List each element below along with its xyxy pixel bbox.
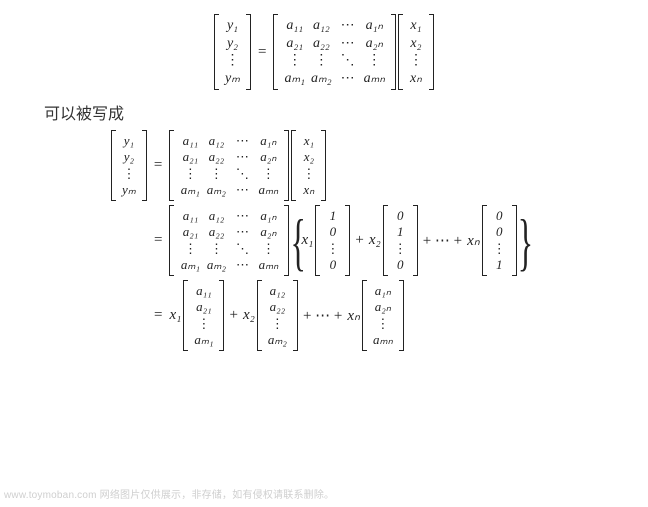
cdots (335, 35, 361, 53)
x-entry: xₙ (406, 70, 426, 88)
scalar-xn: xₙ (467, 231, 480, 250)
y-vector: y₁ y₂ yₘ (214, 14, 251, 90)
e1-vector: 1 0 0 (315, 205, 350, 276)
scalar-x2: x₂ (243, 307, 255, 324)
a-cell: a₁₂ (308, 17, 335, 35)
eq: y₁ y₂ yₘ = a₁₁ a₁₂ a₁ₙ a₂₁ a₂₂ (110, 130, 327, 201)
en-vector: 0 0 1 (482, 205, 517, 276)
a-cell: aₘₙ (361, 70, 388, 88)
x-entry: x₁ (406, 17, 426, 35)
equation-line-3: = a₁₁ a₁₂ a₁ₙ a₂₁ a₂₂ a₂ₙ aₘ₁ (0, 205, 648, 276)
eq: = x₁ a₁₁ a₂₁ aₘ₁ + x₂ a₁₂ a₂₂ (148, 280, 405, 351)
a-cell: a₁₁ (281, 17, 308, 35)
cdots (335, 70, 361, 88)
caption-text: 可以被写成 (44, 100, 648, 124)
a-cell: a₁ₙ (361, 17, 388, 35)
equals: = (154, 307, 162, 324)
a-matrix: a₁₁ a₁₂ a₁ₙ a₂₁ a₂₂ a₂ₙ aₘ₁ aₘ₂ aₘₙ (169, 130, 289, 201)
y-entry: y₂ (222, 35, 243, 53)
a-matrix: a₁₁ a₁₂ a₁ₙ a₂₁ a₂₂ a₂ₙ aₘ₁ aₘ₂ aₘₙ (273, 14, 396, 90)
x-entry: x₂ (406, 35, 426, 53)
ddots (335, 52, 361, 70)
a-matrix: a₁₁ a₁₂ a₁ₙ a₂₁ a₂₂ a₂ₙ aₘ₁ aₘ₂ aₘₙ (169, 205, 289, 276)
scalar-xn: xₙ (347, 306, 360, 325)
scalar-x2: x₂ (369, 232, 381, 249)
a-coln: a₁ₙ a₂ₙ aₘₙ (362, 280, 404, 351)
y-entry: y₁ (222, 17, 243, 35)
watermark-text: www.toymoban.com 网络图片仅供展示，非存储，如有侵权请联系删除。 (4, 486, 334, 501)
vdots (222, 52, 243, 70)
eq: = a₁₁ a₁₂ a₁ₙ a₂₁ a₂₂ a₂ₙ aₘ₁ (148, 205, 528, 276)
vdots (406, 52, 426, 70)
brace-right (518, 225, 528, 257)
eq: y₁ y₂ yₘ = a₁₁ a₁₂ a₁ₙ a₂₁ a₂₂ (213, 14, 435, 90)
equals: = (154, 157, 162, 174)
e2-vector: 0 1 0 (383, 205, 418, 276)
vdots (361, 52, 388, 70)
a-col1: a₁₁ a₂₁ aₘ₁ (183, 280, 224, 351)
equals: = (258, 44, 266, 61)
y-entry: yₘ (222, 70, 243, 88)
scalar-x1: x₁ (169, 307, 181, 324)
y-vector: y₁ y₂ yₘ (111, 130, 147, 201)
vdots (281, 52, 308, 70)
a-cell: aₘ₁ (281, 70, 308, 88)
plus: + (355, 232, 363, 249)
equation-line-2: y₁ y₂ yₘ = a₁₁ a₁₂ a₁ₙ a₂₁ a₂₂ (0, 130, 648, 201)
equals: = (154, 232, 162, 249)
x-vector: x₁ x₂ xₙ (398, 14, 434, 90)
vdots (308, 52, 335, 70)
a-cell: a₂₁ (281, 35, 308, 53)
a-cell: a₂ₙ (361, 35, 388, 53)
page: y₁ y₂ yₘ = a₁₁ a₁₂ a₁ₙ a₂₁ a₂₂ (0, 0, 648, 507)
equation-line-1: y₁ y₂ yₘ = a₁₁ a₁₂ a₁ₙ a₂₁ a₂₂ (0, 14, 648, 90)
plus-cdots-plus: + ⋯ + (423, 231, 462, 250)
a-cell: a₂₂ (308, 35, 335, 53)
cdots (335, 17, 361, 35)
x-vector: x₁ x₂ xₙ (291, 130, 326, 201)
equation-line-4: = x₁ a₁₁ a₂₁ aₘ₁ + x₂ a₁₂ a₂₂ (0, 280, 648, 351)
plus-cdots-plus: + ⋯ + (303, 306, 342, 325)
brace-left (290, 225, 300, 257)
a-cell: aₘ₂ (308, 70, 335, 88)
plus: + (229, 307, 237, 324)
a-col2: a₁₂ a₂₂ aₘ₂ (257, 280, 298, 351)
